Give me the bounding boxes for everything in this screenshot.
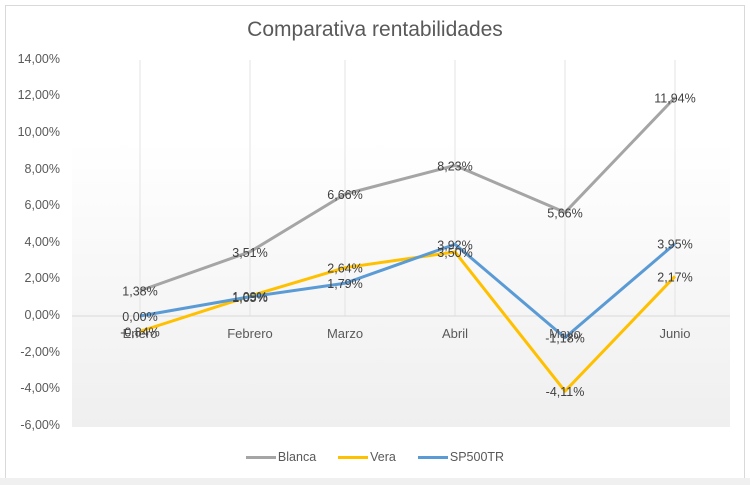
x-tick-label: Marzo [327, 326, 363, 341]
data-label: 1,79% [327, 277, 362, 291]
plot-background [72, 140, 730, 427]
x-tick-label: Mayo [549, 326, 581, 341]
data-label: -4,11% [546, 385, 585, 399]
legend-swatch [417, 455, 448, 459]
data-label: -0,84% [120, 325, 160, 339]
data-label: 2,17% [657, 270, 692, 284]
legend-label: SP500TR [449, 450, 505, 464]
legend-item-blanca: Blanca [245, 450, 317, 464]
legend: Blanca Vera SP500TR [0, 450, 750, 464]
data-label: 3,92% [437, 238, 472, 252]
legend-swatch [245, 455, 276, 459]
x-tick-label: Abril [442, 326, 468, 341]
data-label: 8,23% [437, 159, 472, 173]
y-tick-label: 8,00% [24, 161, 60, 176]
x-tick-label: Junio [659, 326, 690, 341]
data-label: 0,00% [122, 310, 157, 324]
series-line-vera [139, 250, 677, 393]
legend-swatch [338, 455, 369, 459]
y-tick-label: 6,00% [24, 198, 60, 213]
x-tick-label: Febrero [227, 326, 273, 341]
bottom-edge [0, 478, 750, 485]
data-label: 11,94% [654, 91, 695, 105]
series-line-blanca [139, 96, 677, 293]
legend-label: Vera [370, 450, 396, 464]
chart-title: Comparativa rentabilidades [247, 18, 503, 41]
y-tick-label: 14,00% [17, 51, 60, 66]
legend-item-vera: Vera [338, 450, 396, 464]
y-tick-label: -2,00% [20, 344, 60, 359]
y-tick-label: 4,00% [24, 234, 60, 249]
y-tick-label: 12,00% [17, 88, 60, 103]
y-tick-label: 0,00% [24, 308, 60, 322]
y-tick-label: 10,00% [17, 125, 60, 139]
y-tick-label: -4,00% [20, 381, 60, 396]
data-label: 3,95% [657, 238, 692, 252]
data-label: 1,09% [232, 290, 267, 304]
data-label: 5,66% [547, 206, 582, 220]
data-label: 1,05% [232, 291, 267, 305]
data-label: -1,18% [545, 332, 585, 346]
y-tick-label: -6,00% [20, 417, 60, 432]
data-label: 2,64% [327, 262, 362, 276]
data-label: 1,38% [122, 285, 157, 299]
legend-label: Blanca [277, 450, 317, 464]
data-label: 6,66% [327, 188, 362, 202]
data-label: 3,50% [437, 246, 472, 260]
y-tick-label: 2,00% [24, 271, 60, 286]
series-line-sp500tr [139, 242, 676, 340]
data-label: 3,51% [232, 246, 267, 260]
x-tick-label: Enero [123, 326, 158, 341]
legend-item-sp500tr: SP500TR [417, 450, 505, 464]
